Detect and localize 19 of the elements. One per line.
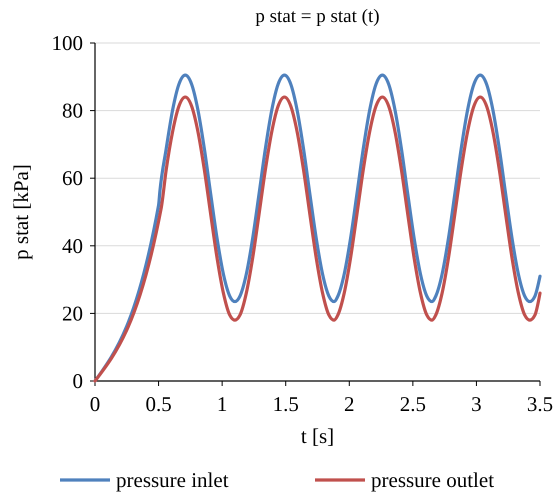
x-tick-label: 1.5 (272, 392, 299, 416)
chart-title: p stat = p stat (t) (255, 6, 380, 27)
x-tick-label: 2 (344, 392, 355, 416)
x-tick-label: 2.5 (400, 392, 426, 416)
x-tick-label: 0 (90, 392, 100, 416)
legend-label: pressure inlet (116, 468, 229, 492)
x-tick-label: 0.5 (145, 392, 172, 416)
legend-label: pressure outlet (371, 468, 494, 492)
y-tick-label: 0 (72, 369, 83, 393)
x-tick-label: 3.5 (526, 392, 554, 416)
y-tick-label: 20 (62, 301, 83, 326)
y-tick-label: 80 (62, 98, 83, 123)
x-axis-title: t [s] (300, 424, 334, 448)
x-tick-label: 1 (216, 392, 228, 416)
x-tick-label: 3 (471, 392, 482, 416)
y-tick-label: 60 (62, 166, 83, 190)
y-axis-title: p stat [kPa] (9, 164, 33, 260)
y-tick-label: 100 (52, 31, 83, 55)
y-tick-label: 40 (62, 234, 83, 258)
